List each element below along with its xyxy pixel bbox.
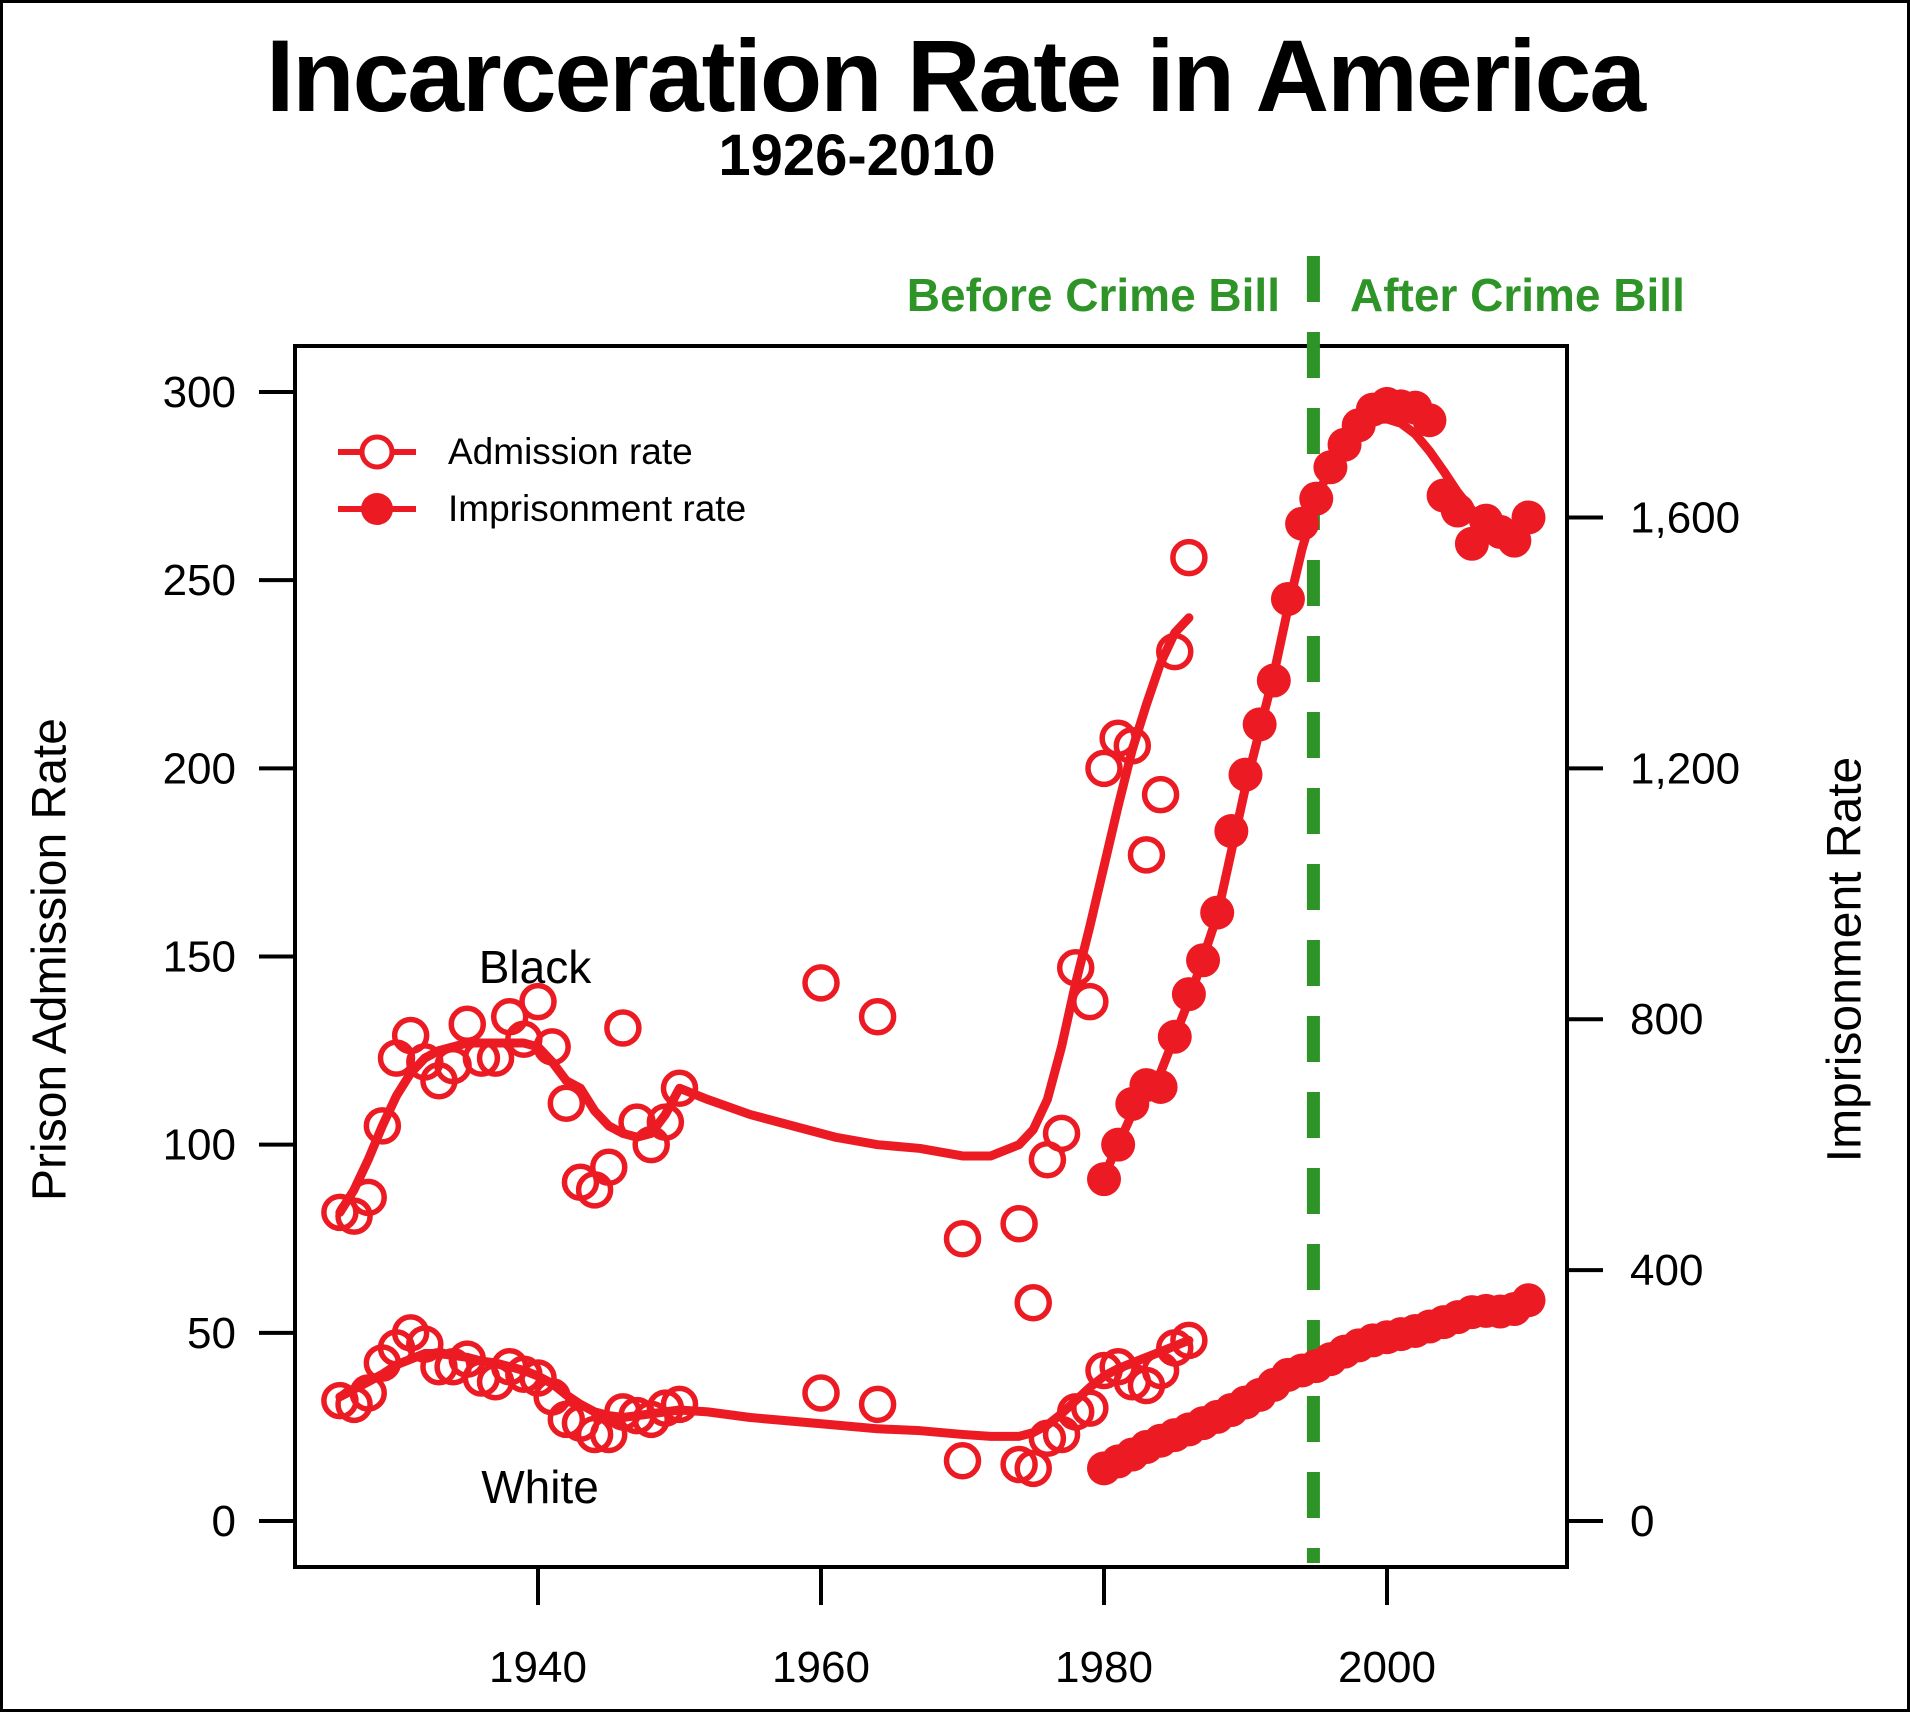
white-admission-point xyxy=(1170,1321,1208,1360)
black-admission-point xyxy=(462,1039,501,1077)
black-admission-point xyxy=(476,1039,515,1077)
right-axis-tick-label: 800 xyxy=(1630,995,1703,1044)
black-admission-point xyxy=(1042,1114,1081,1153)
right-axis-tick-label: 0 xyxy=(1630,1497,1654,1546)
black-imprisonment-point xyxy=(1214,814,1249,849)
black-admission-point xyxy=(547,1084,586,1123)
x-axis-tick-label: 1940 xyxy=(489,1643,587,1692)
black-admission-point xyxy=(448,1005,486,1043)
black-imprisonment-point xyxy=(1270,581,1305,616)
after-crime-bill-label: After Crime Bill xyxy=(1350,269,1685,321)
black-admission-point xyxy=(1071,982,1109,1021)
white-admission-point xyxy=(349,1374,387,1412)
plot-frame xyxy=(293,344,1569,1569)
black-admission-point xyxy=(590,1148,628,1186)
black-admission-point xyxy=(349,1178,387,1217)
right-axis-tick-label: 1,600 xyxy=(1630,493,1740,542)
black-admission-point xyxy=(533,1028,571,1066)
black-imprisonment-point xyxy=(1285,506,1320,541)
imprisonment-rate-marker-icon xyxy=(338,493,416,525)
black-imprisonment-point xyxy=(1200,895,1235,930)
black-admission-point xyxy=(1113,727,1152,765)
black-admission-point xyxy=(363,1107,402,1145)
black-admission-point xyxy=(1056,949,1095,987)
black-imprisonment-point xyxy=(1299,481,1334,516)
white-admission-point xyxy=(1014,1449,1052,1488)
black-imprisonment-point xyxy=(1157,1019,1192,1054)
white-series-label: White xyxy=(481,1461,599,1513)
left-axis-tick-label: 300 xyxy=(163,368,236,417)
right-axis-tick-label: 400 xyxy=(1630,1246,1703,1295)
black-admission-point xyxy=(519,982,557,1021)
black-admission-point xyxy=(604,1009,642,1047)
black-admission-point xyxy=(1014,1283,1052,1322)
black-admission-point xyxy=(1156,632,1194,671)
black-admission-point xyxy=(1085,749,1123,788)
page-subtitle: 1926-2010 xyxy=(718,123,996,188)
black-imprisonment-point xyxy=(1511,500,1546,535)
black-admission-point xyxy=(802,964,840,1002)
black-imprisonment-point xyxy=(1256,663,1291,698)
white-admission-point xyxy=(858,1385,897,1424)
left-axis-tick-label: 200 xyxy=(163,744,236,793)
left-axis-tick-label: 50 xyxy=(187,1309,236,1358)
white-admission-point xyxy=(802,1374,840,1412)
before-crime-bill-label: Before Crime Bill xyxy=(906,269,1280,321)
black-admission-point xyxy=(1127,836,1166,874)
black-imprisonment-point xyxy=(1101,1127,1136,1162)
white-admission-point xyxy=(1071,1389,1109,1427)
black-admission-point xyxy=(858,997,897,1036)
left-axis-tick-label: 0 xyxy=(212,1497,236,1546)
left-axis-tick-label: 150 xyxy=(163,933,236,982)
black-imprisonment-point xyxy=(1440,493,1475,528)
black-imprisonment-point xyxy=(1412,403,1447,438)
right-axis-tick-label: 1,200 xyxy=(1630,744,1740,793)
legend-row-admission: Admission rate xyxy=(338,430,693,474)
page-title: Incarceration Rate in America xyxy=(265,19,1646,133)
legend-label-imprisonment: Imprisonment rate xyxy=(448,488,747,529)
black-imprisonment-point xyxy=(1186,943,1221,978)
black-imprisonment-point xyxy=(1087,1162,1121,1197)
left-axis-tick-label: 100 xyxy=(163,1121,236,1170)
white-admission-point xyxy=(575,1415,614,1454)
left-axis-tick-label: 250 xyxy=(163,556,236,605)
legend-row-imprisonment: Imprisonment rate xyxy=(338,487,746,531)
black-imprisonment-point xyxy=(1171,977,1206,1012)
black-admission-point xyxy=(660,1069,699,1107)
black-imprisonment-point xyxy=(1242,707,1277,742)
x-axis-tick-label: 2000 xyxy=(1338,1643,1436,1692)
black-admission-point xyxy=(1170,538,1208,577)
black-admission-point xyxy=(943,1220,982,1258)
black-imprisonment-point xyxy=(1228,757,1263,792)
black-imprisonment-point xyxy=(1143,1069,1178,1104)
admission-rate-marker-icon xyxy=(338,434,416,470)
black-admission-point xyxy=(646,1103,685,1141)
black-admission-point xyxy=(1000,1204,1038,1243)
white-admission-point xyxy=(660,1385,699,1424)
black-admission-point xyxy=(1141,775,1180,814)
white-imprisonment-point xyxy=(1511,1283,1546,1318)
black-admission-trend-line xyxy=(335,613,1194,1217)
x-axis-tick-label: 1960 xyxy=(772,1643,870,1692)
x-axis-tick-label: 1980 xyxy=(1055,1643,1153,1692)
legend-label-admission: Admission rate xyxy=(448,431,693,472)
white-admission-point xyxy=(943,1442,982,1480)
